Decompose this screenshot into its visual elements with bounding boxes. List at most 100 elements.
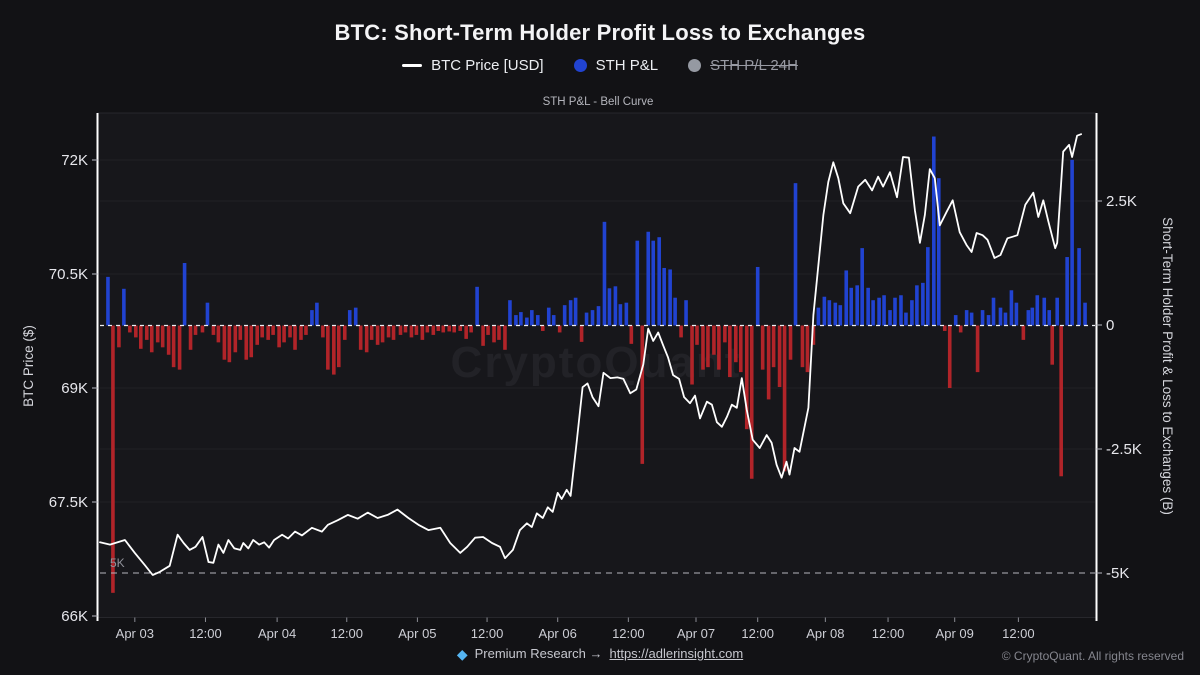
bar-positive	[844, 270, 849, 326]
bar-negative	[260, 325, 264, 338]
bar-negative	[369, 325, 374, 340]
bar-negative	[216, 325, 221, 343]
bar-negative	[117, 325, 121, 348]
bar-positive	[353, 307, 358, 326]
bar-positive	[1042, 297, 1047, 326]
bar-negative	[540, 325, 545, 331]
bar-negative	[975, 325, 980, 373]
bar-positive	[986, 315, 991, 326]
bar-negative	[452, 325, 457, 333]
bar-positive	[915, 285, 919, 326]
bar-negative	[431, 325, 436, 335]
bar-negative	[358, 325, 363, 350]
bar-negative	[255, 325, 260, 345]
legend-item-btc-price[interactable]: BTC Price [USD]	[402, 57, 544, 74]
bar-positive	[1009, 290, 1014, 326]
x-tick-label: Apr 03	[116, 626, 154, 641]
chart-subtitle: STH P&L - Bell Curve	[542, 96, 654, 108]
bar-positive	[514, 315, 518, 326]
bar-positive	[624, 302, 629, 326]
bar-negative	[128, 325, 132, 333]
bar-positive	[662, 267, 666, 326]
bar-negative	[271, 325, 275, 335]
footer-link[interactable]: https://adlerinsight.com	[609, 646, 744, 661]
bar-negative	[771, 325, 776, 368]
bar-positive	[568, 300, 573, 326]
bar-negative	[414, 325, 419, 335]
bar-negative	[734, 325, 738, 363]
bar-negative	[266, 325, 270, 340]
bar-negative	[337, 325, 341, 368]
bar-negative	[193, 325, 198, 335]
x-tick-label: 12:00	[612, 626, 645, 641]
bar-positive	[106, 276, 110, 326]
x-tick-label: Apr 08	[806, 626, 844, 641]
bar-negative	[469, 325, 473, 333]
bar-negative	[728, 325, 732, 378]
bar-positive	[536, 315, 540, 326]
bar-positive	[793, 183, 798, 326]
bar-positive	[1065, 257, 1069, 326]
bar-positive	[822, 296, 827, 326]
bar-positive	[347, 310, 352, 326]
bar-positive	[573, 297, 578, 326]
bar-positive	[991, 297, 996, 326]
bar-positive	[651, 240, 656, 326]
bar-positive	[562, 305, 567, 326]
page-title: BTC: Short-Term Holder Profit Loss to Ex…	[334, 20, 866, 45]
copyright: © CryptoQuant. All rights reserved	[1001, 649, 1184, 663]
legend-item-label: BTC Price [USD]	[431, 57, 544, 74]
bar-negative	[811, 325, 816, 345]
bar-negative	[244, 325, 249, 360]
bar-negative	[441, 325, 446, 333]
left-tick-label: 72K	[61, 152, 88, 169]
bar-negative	[947, 325, 952, 388]
bar-positive	[673, 297, 677, 326]
bar-negative	[486, 325, 490, 335]
bar-negative	[749, 325, 754, 479]
bar-negative	[579, 325, 584, 342]
bar-negative	[288, 325, 292, 338]
left-axis-title: BTC Price ($)	[21, 325, 36, 407]
bar-negative	[177, 325, 182, 370]
bar-negative	[249, 325, 254, 358]
bar-positive	[182, 263, 187, 326]
bar-negative	[293, 325, 297, 350]
legend-item-sth-pl-24h[interactable]: STH P/L 24H	[688, 57, 798, 74]
bar-positive	[508, 300, 512, 326]
x-tick-label: Apr 09	[936, 626, 974, 641]
bar-positive	[816, 307, 821, 326]
bar-positive	[980, 310, 985, 326]
bar-negative	[144, 325, 149, 340]
bar-negative	[111, 325, 115, 593]
x-tick-label: Apr 05	[398, 626, 436, 641]
bar-negative	[723, 325, 727, 343]
x-tick-label: 12:00	[330, 626, 363, 641]
bar-negative	[155, 325, 160, 343]
bar-negative	[503, 325, 507, 350]
bar-positive	[525, 317, 529, 326]
left-tick-label: 70.5K	[49, 266, 88, 283]
bar-negative	[171, 325, 176, 368]
bar-negative	[222, 325, 227, 360]
x-tick-label: 12:00	[872, 626, 905, 641]
bar-positive	[899, 295, 903, 326]
x-tick-label: 12:00	[189, 626, 222, 641]
bar-negative	[160, 325, 165, 348]
bar-negative	[436, 325, 441, 331]
bar-negative	[1059, 325, 1063, 477]
bar-positive	[584, 312, 589, 326]
bar-positive	[607, 288, 612, 326]
bar-negative	[277, 325, 281, 348]
bar-positive	[519, 312, 523, 326]
left-tick-label: 69K	[61, 380, 88, 397]
bar-positive	[310, 310, 314, 326]
bar-negative	[800, 325, 805, 368]
bar-positive	[893, 297, 897, 326]
bar-negative	[403, 325, 408, 333]
legend-item-sth-pl[interactable]: STH P&L	[573, 57, 658, 74]
bar-positive	[551, 315, 556, 326]
bar-negative	[766, 325, 771, 400]
